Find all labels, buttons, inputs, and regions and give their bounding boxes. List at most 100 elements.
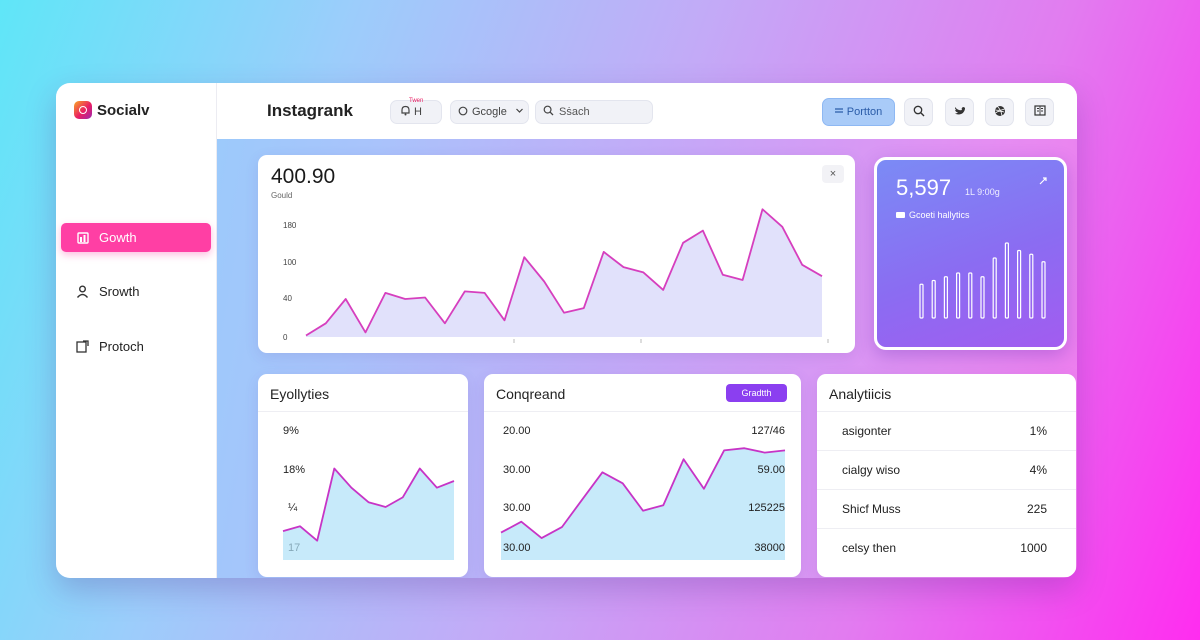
page-title: Instagrank <box>267 101 353 120</box>
bar <box>1017 249 1022 319</box>
left-label: 30.00 <box>503 464 531 476</box>
right-label: 125225 <box>748 502 785 514</box>
sidebar: Socialv Gowth Srowth Protoch <box>56 83 217 578</box>
twitter-icon <box>954 105 966 119</box>
google-select[interactable]: Gcogle <box>450 100 529 124</box>
stat-legend-label: Gcoeti hallytics <box>909 210 970 220</box>
conqreand-card: Conqreand Gradtth 20.00 30.00 30.00 30.0… <box>484 374 801 577</box>
bar <box>980 276 985 319</box>
search-icon <box>543 105 554 119</box>
chart-icon <box>76 231 89 244</box>
sidebar-item-srowth[interactable]: Srowth <box>61 277 211 306</box>
top-bar: Instagrank Twen H Gcogle Sṡach <box>217 83 1077 139</box>
list-item-label: Shicf Muss <box>842 502 901 516</box>
close-icon: × <box>829 168 837 180</box>
bar <box>1004 242 1009 319</box>
eyollyties-card: Eyollyties 9% 18% ¼ 17 <box>258 374 468 577</box>
instagram-logo-icon <box>74 101 92 119</box>
primary-button[interactable]: Portton <box>822 98 895 126</box>
divider <box>258 411 468 412</box>
main-chart-subtitle: Gould <box>271 191 293 200</box>
card-title: Analytiicis <box>829 386 892 402</box>
left-label: 20.00 <box>503 425 531 437</box>
book-icon <box>1033 105 1046 119</box>
bar <box>955 272 961 319</box>
y-label: ¼ <box>288 502 298 514</box>
notification-label: H <box>414 106 422 118</box>
series-area <box>283 468 454 560</box>
notification-chip[interactable]: Twen H <box>390 98 442 124</box>
bar <box>1029 253 1034 319</box>
list-item[interactable]: celsy then 1000 <box>817 529 1076 568</box>
bar <box>931 279 936 319</box>
y-tick-label: 40 <box>283 294 292 303</box>
divider <box>484 411 801 412</box>
dribbble-button[interactable] <box>985 98 1014 126</box>
dribbble-icon <box>994 105 1006 120</box>
main-chart-card: 400.90 Gould × 0 40 100 180 <box>258 155 855 353</box>
primary-button-label: Portton <box>846 106 883 118</box>
right-label: 59.00 <box>757 464 785 476</box>
list-item-label: celsy then <box>842 541 897 555</box>
card-title: Conqreand <box>496 386 566 402</box>
stat-legend: Gcoeti hallytics <box>896 210 970 220</box>
google-select-label: Gcogle <box>472 106 507 118</box>
stat-bar-chart <box>919 242 1046 319</box>
search-button[interactable] <box>904 98 933 126</box>
series-area <box>306 209 822 337</box>
series-line <box>282 467 455 542</box>
sidebar-item-label: Gowth <box>99 230 137 245</box>
close-button[interactable]: × <box>822 165 844 183</box>
y-tick-label: 0 <box>283 333 288 342</box>
eyollyties-chart <box>282 467 455 560</box>
search-input[interactable]: Sṡach <box>535 100 653 124</box>
list-item-value: 225 <box>1026 502 1047 516</box>
series-area <box>501 448 785 560</box>
y-tick-label: 180 <box>283 221 297 230</box>
list-item-label: cialgy wiso <box>842 463 901 477</box>
series-line <box>305 208 823 337</box>
right-label: 127/46 <box>751 425 785 437</box>
list-item[interactable]: cialgy wiso 4% <box>817 451 1076 490</box>
menu-icon <box>834 106 843 118</box>
bar <box>992 257 997 319</box>
legend-swatch <box>896 212 905 218</box>
chevron-down-icon <box>515 106 524 118</box>
list-item[interactable]: Shicf Muss 225 <box>817 490 1076 529</box>
bar <box>1041 261 1046 319</box>
main-area-chart: 0 40 100 180 <box>283 208 829 343</box>
y-label: 18% <box>283 464 306 476</box>
gradtth-button[interactable]: Gradtth <box>726 384 787 402</box>
bell-icon <box>400 105 411 119</box>
bar <box>943 276 949 319</box>
bar <box>968 272 973 319</box>
sidebar-item-protoch[interactable]: Protoch <box>61 332 211 361</box>
book-button[interactable] <box>1025 98 1054 126</box>
y-label: 9% <box>283 425 299 437</box>
list-item-value: 4% <box>1029 463 1047 477</box>
sidebar-item-label: Protoch <box>99 339 144 354</box>
user-icon <box>76 285 89 298</box>
app-window: Socialv Gowth Srowth Protoch Instagrank … <box>56 83 1077 578</box>
search-icon <box>913 105 925 120</box>
brand[interactable]: Socialv <box>74 101 150 119</box>
list-item-value: 1000 <box>1020 541 1047 555</box>
sidebar-item-label: Srowth <box>99 284 140 299</box>
bar <box>919 283 924 319</box>
file-icon <box>76 340 89 353</box>
circle-icon <box>458 106 468 119</box>
left-label: 30.00 <box>503 502 531 514</box>
twitter-button[interactable] <box>945 98 974 126</box>
stat-unit: 1L 9:00g <box>965 187 1000 197</box>
stat-value: 5,597 <box>896 175 952 200</box>
list-item[interactable]: asigonter 1% <box>817 412 1076 451</box>
stat-card: 5,597 1L 9:00g Gcoeti hallytics <box>874 157 1067 350</box>
y-tick-label: 100 <box>283 258 297 267</box>
divider <box>817 411 1076 412</box>
series-line <box>500 447 786 540</box>
left-label: 30.00 <box>503 542 531 554</box>
sparkle-icon[interactable] <box>1038 176 1048 189</box>
list-item-label: asigonter <box>842 424 892 438</box>
sidebar-item-gowth[interactable]: Gowth <box>61 223 211 252</box>
analytics-card: Analytiicis asigonter 1% cialgy wiso 4% … <box>817 374 1076 577</box>
